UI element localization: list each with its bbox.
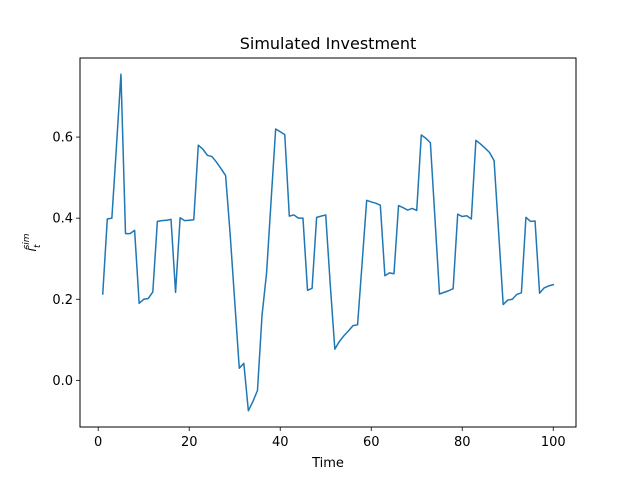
series-layer — [101, 73, 555, 412]
x-tick-label: 100 — [541, 435, 566, 450]
x-tick-label: 40 — [272, 435, 289, 450]
x-tick-label: 0 — [94, 435, 102, 450]
y-tick-label: 0.6 — [52, 131, 73, 146]
y-axis-label-sub: t — [33, 244, 43, 248]
y-axis-ticks: 0.0 0.2 0.4 0.6 — [52, 131, 80, 389]
x-tick-label: 80 — [454, 435, 471, 450]
x-tick-label: 20 — [181, 435, 198, 450]
y-tick-label: 0.2 — [52, 293, 73, 308]
x-axis-ticks: 0 20 40 60 80 100 — [94, 427, 566, 450]
x-tick-label: 60 — [363, 435, 380, 450]
plot-area-frame — [79, 57, 577, 428]
y-tick-label: 0.4 — [52, 212, 73, 227]
chart-title: Simulated Investment — [240, 34, 417, 53]
y-axis-label: itsim — [22, 233, 43, 251]
y-axis-label-base: i — [25, 248, 40, 252]
x-axis-label: Time — [311, 456, 344, 471]
y-axis-label-sup: sim — [22, 233, 32, 249]
series-line-0 — [101, 73, 555, 412]
y-tick-label: 0.0 — [52, 374, 73, 389]
